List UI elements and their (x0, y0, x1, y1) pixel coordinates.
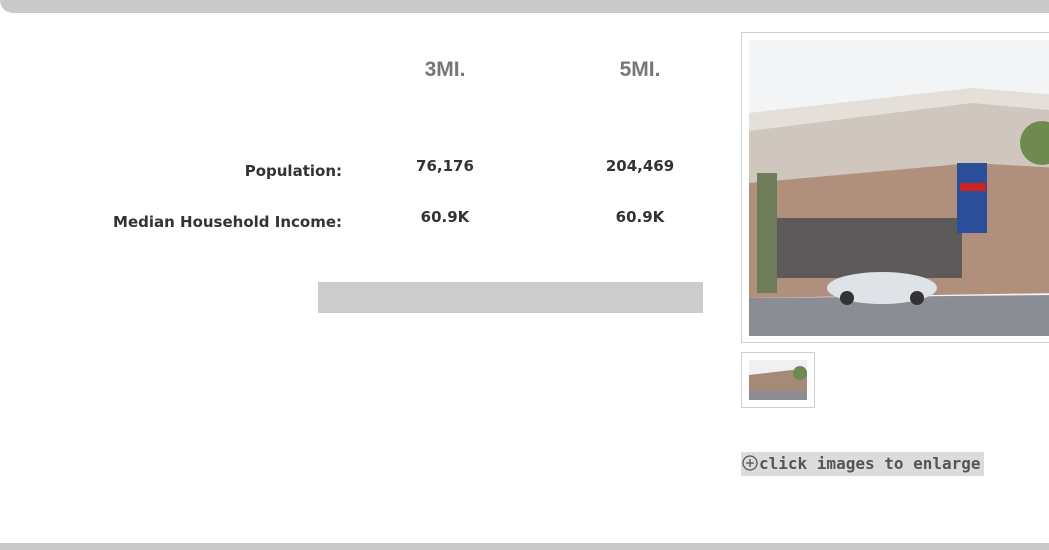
photo-image (742, 33, 1049, 342)
thumbnail-image (742, 353, 814, 407)
top-bar (0, 0, 1049, 13)
column-header: 3MI. (365, 58, 525, 82)
enlarge-hint[interactable]: click images to enlarge (741, 452, 984, 476)
thumbnail[interactable] (741, 352, 815, 408)
divider-bar (318, 282, 703, 313)
value: 204,469 (560, 157, 720, 175)
row-label: Median Household Income: (113, 213, 342, 231)
page: 3MI. 5MI. Population: 76,176 204,469 Med… (0, 0, 1049, 550)
value: 60.9K (560, 208, 720, 226)
bottom-bar (0, 543, 1049, 550)
caption-text: click images to enlarge (759, 454, 981, 473)
column-header: 5MI. (560, 58, 720, 82)
plus-icon (741, 454, 759, 472)
row-label: Population: (245, 162, 342, 180)
main-photo[interactable] (741, 32, 1049, 343)
value: 60.9K (365, 208, 525, 226)
value: 76,176 (365, 157, 525, 175)
